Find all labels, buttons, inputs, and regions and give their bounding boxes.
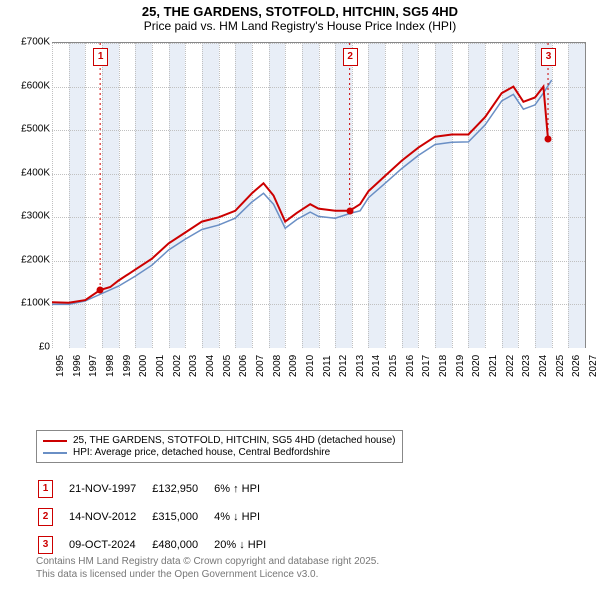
x-axis-label: 2013 [355,355,366,377]
y-axis-label: £400K [14,167,50,178]
x-axis-label: 2020 [471,355,482,377]
marker-dot [97,287,104,294]
legend-swatch [43,452,67,454]
x-axis-label: 2008 [272,355,283,377]
x-axis-label: 2025 [555,355,566,377]
footer-line: This data is licensed under the Open Gov… [36,569,379,582]
title-line1: 25, THE GARDENS, STOTFOLD, HITCHIN, SG5 … [0,4,600,19]
x-axis-label: 2024 [538,355,549,377]
marker-number-box: 3 [541,48,556,66]
x-axis-label: 2023 [521,355,532,377]
x-axis-label: 1998 [105,355,116,377]
x-axis-label: 1999 [122,355,133,377]
x-axis-label: 2019 [455,355,466,377]
x-axis-label: 2004 [205,355,216,377]
x-axis-label: 2016 [405,355,416,377]
y-axis-label: £600K [14,80,50,91]
x-axis-label: 2011 [322,355,333,377]
x-axis-label: 2022 [505,355,516,377]
y-axis-label: £500K [14,124,50,135]
x-axis-label: 1995 [55,355,66,377]
transaction-date: 09-OCT-2024 [69,532,150,558]
transaction-price: £480,000 [152,532,212,558]
x-axis-label: 2005 [222,355,233,377]
y-axis-label: £200K [14,254,50,265]
table-row: 3 09-OCT-2024 £480,000 20% ↓ HPI [38,532,280,558]
transaction-delta: 6% ↑ HPI [214,476,280,502]
transaction-price: £132,950 [152,476,212,502]
marker-dot [545,135,552,142]
x-axis-label: 2010 [305,355,316,377]
legend-swatch [43,440,67,442]
chart-title: 25, THE GARDENS, STOTFOLD, HITCHIN, SG5 … [0,0,600,33]
chart-area: £0£100K£200K£300K£400K£500K£600K£700K199… [20,42,585,372]
x-axis-label: 2000 [138,355,149,377]
legend-item: 25, THE GARDENS, STOTFOLD, HITCHIN, SG5 … [43,435,396,446]
table-row: 1 21-NOV-1997 £132,950 6% ↑ HPI [38,476,280,502]
legend: 25, THE GARDENS, STOTFOLD, HITCHIN, SG5 … [36,430,403,463]
x-axis-label: 2021 [488,355,499,377]
transaction-date: 14-NOV-2012 [69,504,150,530]
marker-number-box: 2 [343,48,358,66]
y-axis-label: £300K [14,211,50,222]
x-axis-label: 2012 [338,355,349,377]
transaction-price: £315,000 [152,504,212,530]
x-axis-label: 2018 [438,355,449,377]
x-axis-label: 2017 [421,355,432,377]
transaction-delta: 4% ↓ HPI [214,504,280,530]
x-axis-label: 1996 [72,355,83,377]
transaction-date: 21-NOV-1997 [69,476,150,502]
x-axis-label: 2009 [288,355,299,377]
x-axis-label: 1997 [88,355,99,377]
marker-number-box: 2 [38,508,53,526]
plot-region [52,42,586,348]
line-series-svg [52,43,585,348]
series-line [52,87,548,303]
marker-number-box: 1 [93,48,108,66]
legend-label: 25, THE GARDENS, STOTFOLD, HITCHIN, SG5 … [73,435,396,446]
series-line [52,80,552,304]
x-axis-label: 2015 [388,355,399,377]
marker-dot [346,207,353,214]
x-axis-label: 2003 [188,355,199,377]
footer-attribution: Contains HM Land Registry data © Crown c… [36,556,379,581]
legend-label: HPI: Average price, detached house, Cent… [73,447,330,458]
legend-item: HPI: Average price, detached house, Cent… [43,447,396,458]
x-axis-label: 2027 [588,355,599,377]
y-axis-label: £100K [14,298,50,309]
transactions-table: 1 21-NOV-1997 £132,950 6% ↑ HPI 2 14-NOV… [36,474,282,560]
x-axis-label: 2001 [155,355,166,377]
footer-line: Contains HM Land Registry data © Crown c… [36,556,379,569]
marker-number-box: 3 [38,536,53,554]
y-axis-label: £700K [14,37,50,48]
x-axis-label: 2006 [238,355,249,377]
x-axis-label: 2002 [172,355,183,377]
marker-number-box: 1 [38,480,53,498]
transaction-delta: 20% ↓ HPI [214,532,280,558]
table-row: 2 14-NOV-2012 £315,000 4% ↓ HPI [38,504,280,530]
title-line2: Price paid vs. HM Land Registry's House … [0,19,600,33]
x-axis-label: 2026 [571,355,582,377]
x-axis-label: 2014 [371,355,382,377]
x-axis-label: 2007 [255,355,266,377]
y-axis-label: £0 [14,342,50,353]
